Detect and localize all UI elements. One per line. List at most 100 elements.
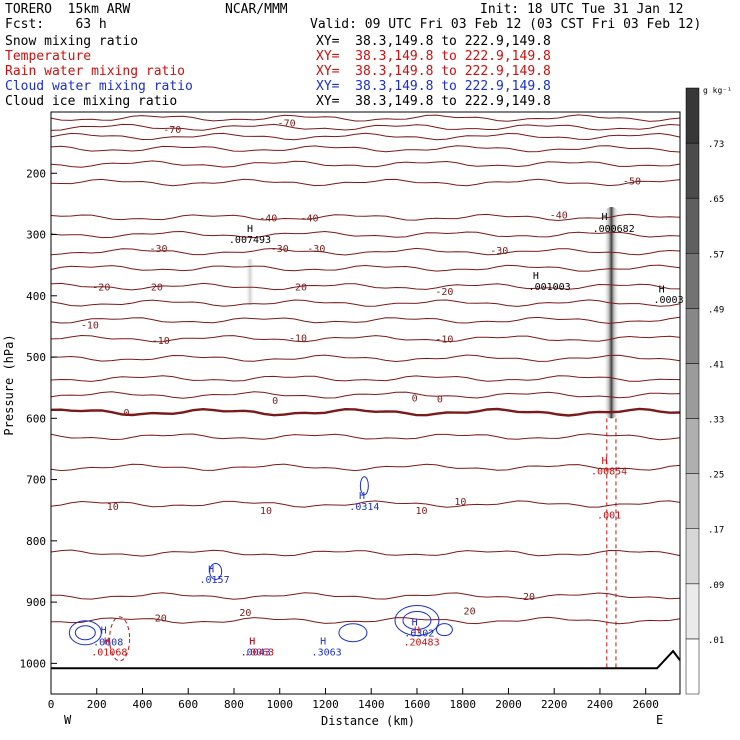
x-tick-label: 2600 bbox=[632, 698, 659, 711]
snow-shading-blob bbox=[244, 259, 255, 305]
isotherm-line bbox=[50, 433, 681, 441]
isotherm-label: 20 bbox=[464, 607, 476, 618]
isotherm-label: -30 bbox=[490, 246, 508, 257]
y-tick-label: 900 bbox=[26, 596, 46, 609]
isotherm-label: -20 bbox=[145, 283, 163, 294]
high-value-label: .00854 bbox=[591, 466, 627, 477]
model-title: TORERO 15km ARW bbox=[5, 2, 131, 17]
isotherm-line bbox=[50, 299, 681, 307]
high-value-label: .6302 bbox=[404, 629, 434, 640]
colorbar-swatch bbox=[685, 253, 700, 309]
x-tick-label: 400 bbox=[133, 698, 153, 711]
colorbar-swatch bbox=[685, 583, 700, 640]
high-marker: H bbox=[659, 284, 665, 295]
x-tick-label: 1800 bbox=[449, 698, 476, 711]
cloud-water-contour bbox=[74, 625, 96, 641]
x-tick-label: 2000 bbox=[495, 698, 522, 711]
isotherm-line bbox=[50, 407, 681, 417]
cloud-water-contour bbox=[435, 623, 453, 637]
high-marker: H bbox=[101, 626, 107, 637]
high-value-label: .01068 bbox=[91, 648, 127, 659]
isotherm-label: 0 bbox=[437, 395, 443, 406]
high-value-label: .001003 bbox=[529, 282, 571, 293]
plot-frame bbox=[50, 111, 681, 695]
colorbar-swatch bbox=[685, 473, 700, 529]
isotherm-line bbox=[50, 354, 681, 363]
x-tick-label: 1200 bbox=[312, 698, 339, 711]
rain-water-contour bbox=[606, 418, 617, 669]
colorbar-swatch bbox=[685, 418, 700, 474]
isotherm-line bbox=[50, 132, 681, 141]
isotherm-line bbox=[50, 616, 681, 625]
isotherm-line bbox=[50, 114, 681, 122]
y-tick-label: 600 bbox=[26, 412, 46, 425]
isotherm-label: -70 bbox=[278, 118, 296, 129]
colorbar: .01 .09 .17 .25 .33 .41 .49 .57 .65 .73 bbox=[685, 87, 724, 695]
high-value-label: .0003 bbox=[654, 295, 684, 306]
high-marker: H bbox=[412, 618, 418, 629]
y-tick-label: 1000 bbox=[20, 657, 47, 670]
terrain-line bbox=[51, 649, 681, 670]
field-xy-snow: XY= 38.3,149.8 to 222.9,149.8 bbox=[316, 34, 551, 49]
init-time: Init: 18 UTC Tue 31 Jan 12 bbox=[480, 2, 684, 17]
snow-shading-layer bbox=[244, 206, 620, 419]
high-value-label: .0043 bbox=[241, 648, 271, 659]
cloud-water-contour bbox=[402, 610, 432, 630]
isotherm-label: -20 bbox=[289, 283, 307, 294]
colorbar-label: .17 bbox=[708, 526, 724, 536]
isotherm-line bbox=[50, 282, 681, 291]
isotherm-line bbox=[50, 463, 681, 472]
isotherm-label: 0 bbox=[272, 396, 278, 407]
isotherm-label: -40 bbox=[300, 213, 318, 224]
x-tick-label: 0 bbox=[48, 698, 55, 711]
isotherm-line bbox=[50, 549, 681, 557]
x-tick-label: 1000 bbox=[266, 698, 293, 711]
cloud-water-contour bbox=[209, 562, 223, 580]
high-marker: H bbox=[249, 637, 255, 648]
east-label: E bbox=[656, 713, 663, 727]
isotherm-label: -10 bbox=[435, 335, 453, 346]
isotherm-line bbox=[50, 391, 681, 399]
high-marker: H bbox=[208, 564, 214, 575]
x-tick-label: 1400 bbox=[358, 698, 385, 711]
isotherm-line bbox=[50, 230, 681, 239]
field-xy-cloud-ice: XY= 38.3,149.8 to 222.9,149.8 bbox=[316, 94, 551, 109]
isotherm-label: 10 bbox=[416, 506, 428, 517]
colorbar-swatch bbox=[685, 638, 700, 695]
high-marker: H bbox=[414, 626, 420, 637]
colorbar-swatch bbox=[685, 363, 700, 419]
cloud-water-contour bbox=[338, 623, 368, 643]
forecast-hour: Fcst: 63 h bbox=[5, 17, 107, 32]
isotherm-label: -40 bbox=[259, 213, 277, 224]
colorbar-swatch bbox=[685, 142, 700, 199]
x-tick-label: 2400 bbox=[587, 698, 614, 711]
high-value-label: .0314 bbox=[349, 502, 379, 513]
high-value-label: .001 bbox=[597, 510, 621, 521]
isotherm-label: 0 bbox=[412, 393, 418, 404]
colorbar-label: .49 bbox=[708, 305, 724, 315]
isotherm-line bbox=[50, 123, 681, 131]
isotherm-label: 10 bbox=[260, 506, 272, 517]
colorbar-swatch bbox=[685, 308, 700, 364]
field-xy-rain: XY= 38.3,149.8 to 222.9,149.8 bbox=[316, 64, 551, 79]
y-tick-label: 500 bbox=[26, 351, 46, 364]
x-tick-label: 800 bbox=[224, 698, 244, 711]
org-label: NCAR/MMM bbox=[225, 2, 288, 17]
isotherm-label: -10 bbox=[289, 333, 307, 344]
rain-water-contour bbox=[109, 616, 131, 662]
y-tick-label: 300 bbox=[26, 229, 46, 242]
isotherm-label: -20 bbox=[92, 283, 110, 294]
isotherm-layer bbox=[50, 114, 681, 669]
isotherm-label: 20 bbox=[239, 608, 251, 619]
isotherm-line bbox=[50, 334, 681, 343]
isotherm-line bbox=[50, 247, 681, 256]
isotherm-line bbox=[50, 316, 681, 324]
field-xy-cloud-water: XY= 38.3,149.8 to 222.9,149.8 bbox=[316, 79, 551, 94]
colorbar-label: .01 bbox=[708, 636, 724, 646]
temperature-labels: -70 -70 -50 -40 -40 -40 -30 -30 -30 -30 -20 -20 -20 -… bbox=[81, 118, 641, 624]
high-marker: H bbox=[104, 637, 110, 648]
high-marker: H bbox=[247, 224, 253, 235]
high-marker: H bbox=[602, 456, 608, 467]
high-value-label: .000682 bbox=[593, 224, 635, 235]
